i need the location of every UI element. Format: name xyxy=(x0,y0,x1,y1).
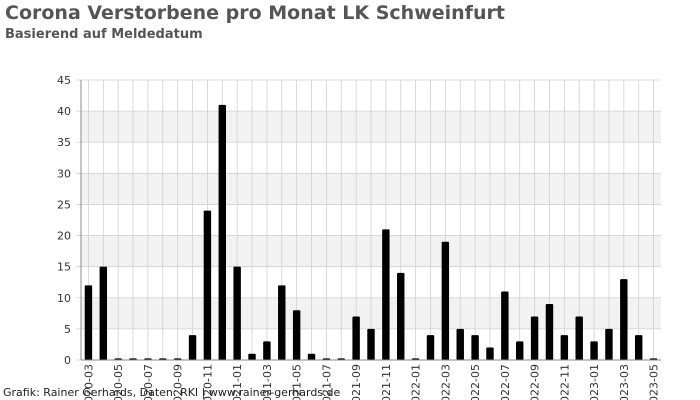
y-tick-label: 15 xyxy=(57,261,71,274)
x-tick-label: 2021-07 xyxy=(320,364,333,400)
bar-2021-12 xyxy=(397,272,405,360)
bar-2022-07 xyxy=(501,291,509,360)
chart-title: Corona Verstorbene pro Monat LK Schweinf… xyxy=(5,2,505,24)
x-tick-label: 2020-03 xyxy=(82,364,95,400)
x-tick-label: 2021-09 xyxy=(350,364,363,400)
x-tick-label: 2020-09 xyxy=(172,364,185,400)
bar-2023-02 xyxy=(605,328,613,360)
x-tick-label: 2023-05 xyxy=(648,364,661,400)
x-tick-label: 2023-01 xyxy=(588,364,601,400)
bar-2021-01 xyxy=(233,266,241,360)
bar-2021-09 xyxy=(352,316,360,360)
y-tick-label: 30 xyxy=(57,167,71,180)
chart-subtitle: Basierend auf Meldedatum xyxy=(5,27,203,42)
y-tick-label: 0 xyxy=(64,354,71,367)
x-tick-label: 2022-07 xyxy=(499,364,512,400)
x-tick-label: 2022-11 xyxy=(558,364,571,400)
y-axis-tick-labels: 0 5 10 15 20 25 30 35 40 45 xyxy=(57,74,71,367)
x-tick-label: 2022-01 xyxy=(410,364,423,400)
bar-2023-03 xyxy=(620,279,628,360)
bar-2021-05 xyxy=(292,310,301,360)
y-tick-label: 5 xyxy=(64,323,71,336)
bar-2021-11 xyxy=(382,229,390,360)
x-tick-label: 2020-11 xyxy=(201,364,214,400)
bar-2023-01 xyxy=(590,341,598,360)
bar-2021-02 xyxy=(248,353,256,360)
y-tick-label: 25 xyxy=(57,198,71,211)
bar-2021-03 xyxy=(263,341,271,360)
x-tick-label: 2021-03 xyxy=(261,364,274,400)
bar-2022-06 xyxy=(486,347,494,360)
bar-2022-09 xyxy=(530,316,539,360)
y-tick-label: 40 xyxy=(57,105,71,118)
y-tick-label: 45 xyxy=(57,74,71,87)
bar-2022-10 xyxy=(545,304,554,360)
bar-2022-05 xyxy=(471,335,479,360)
bar-2020-03 xyxy=(84,285,93,360)
x-tick-label: 2021-05 xyxy=(291,364,304,400)
bar-2022-03 xyxy=(441,241,450,360)
bar-2022-12 xyxy=(575,316,583,360)
x-tick-label: 2021-01 xyxy=(231,364,244,400)
x-tick-label: 2023-03 xyxy=(618,364,631,400)
bar-2022-02 xyxy=(426,335,435,360)
bar-2023-04 xyxy=(634,335,643,360)
bar-2020-04 xyxy=(99,266,108,360)
bar-2022-08 xyxy=(516,341,524,360)
x-tick-label: 2020-07 xyxy=(142,364,155,400)
x-tick-label: 2022-09 xyxy=(529,364,542,400)
x-tick-label: 2022-05 xyxy=(469,364,482,400)
bar-2022-11 xyxy=(560,335,569,360)
bar-2021-06 xyxy=(307,353,316,360)
bar-2020-12 xyxy=(218,104,226,360)
source-credit: Grafik: Rainer Gerhards, Daten: RKI | ww… xyxy=(3,386,341,399)
axes xyxy=(80,80,661,361)
bar-2021-04 xyxy=(278,285,286,360)
y-tick-label: 35 xyxy=(57,136,71,149)
y-tick-label: 10 xyxy=(57,292,71,305)
bar-2020-10 xyxy=(188,335,197,360)
y-tick-label: 20 xyxy=(57,230,71,243)
x-tick-label: 2022-03 xyxy=(439,364,452,400)
x-axis-tick-labels: 2020-03 2020-05 2020-07 2020-09 2020-11 2021-… xyxy=(82,364,660,400)
horizontal-gridlines xyxy=(76,79,661,361)
x-tick-label: 2020-05 xyxy=(112,364,125,400)
bar-2021-10 xyxy=(367,328,375,360)
bar-series xyxy=(84,104,658,360)
bar-2020-11 xyxy=(203,210,212,360)
x-tick-label: 2021-11 xyxy=(380,364,393,400)
bar-2022-04 xyxy=(456,328,464,360)
